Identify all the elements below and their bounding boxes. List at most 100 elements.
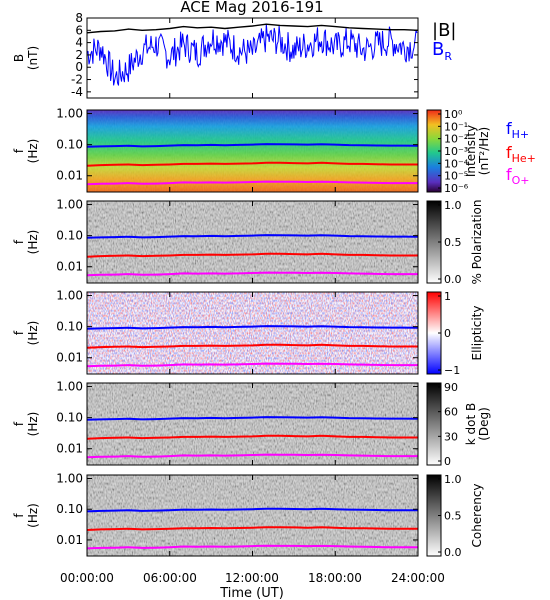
y-tick-label: -4 [71, 85, 83, 99]
colorbar-tick-label: 10⁻² [444, 133, 468, 146]
overlay-fo-line [86, 544, 418, 550]
y-tick-label: 0.01 [56, 442, 83, 456]
overlay-fhe-line [86, 252, 418, 258]
overlay-fh-line [86, 234, 419, 239]
series-absb-line [86, 23, 419, 34]
y-axis-label: f(Hz) [12, 412, 40, 437]
x-axis: 00:00:00 06:00:00 12:00:00 18:00:00 24:0… [60, 571, 445, 600]
x-tick-label: 12:00:00 [225, 571, 279, 585]
y-tick-label: 2 [75, 48, 83, 62]
plot-frame [86, 291, 419, 375]
y-tick-label: 0.01 [56, 533, 83, 547]
colorbar-label: Ellipticity [470, 306, 484, 361]
legend-br: BR [432, 39, 452, 63]
heatmap-texture-blue [87, 292, 418, 374]
plot-frame [86, 382, 419, 466]
colorbar-label: k dot B(Deg) [464, 403, 491, 445]
b-legend: |B| BR [432, 20, 456, 63]
overlay-fo-line [86, 271, 418, 277]
panel-3: f(Hz) 1.00 0.10 0.01 1.0 0.5 0.0 % Polarization [12, 198, 484, 286]
heatmap-shade [87, 475, 418, 556]
y-axis-label: f(Hz) [12, 321, 40, 346]
y-tick-label: 0.01 [56, 351, 83, 365]
legend-absb: |B| [432, 20, 456, 41]
y-axis-label: f(Hz) [12, 139, 40, 164]
overlay-fhe-line [86, 434, 418, 440]
y-axis-label: B(nT) [12, 46, 40, 70]
heatmap-image [87, 475, 418, 556]
series-br-line [86, 23, 418, 86]
panel-6: f(Hz) 1.00 0.10 0.01 1.0 0.5 0.0 Coherency [12, 472, 484, 559]
legend-fHe: fHe+ [506, 143, 536, 165]
y-tick-label: 1.00 [56, 198, 83, 212]
colorbar-tick-label: 10⁰ [444, 108, 463, 121]
legend-fO: fO+ [506, 165, 530, 187]
heatmap-shade [87, 201, 418, 283]
overlay-fhe-line [86, 343, 418, 349]
chart-title: ACE Mag 2016-191 [180, 0, 323, 16]
colorbar-tick-label: 10⁻⁵ [444, 170, 468, 183]
y-tick-label: 0.10 [56, 502, 83, 516]
colorbar-tick-label: 0.0 [444, 273, 462, 286]
colorbar-tick-label: 1 [444, 290, 451, 303]
colorbar-tick-label: 10⁻¹ [444, 120, 468, 133]
colorbar-label: % Polarization [470, 200, 484, 285]
plot-frame [86, 474, 419, 557]
overlay-fh-line [86, 507, 419, 513]
y-axis-label: f(Hz) [12, 230, 40, 255]
colorbar-tick-label: 0.5 [444, 236, 462, 249]
y-axis-label: f(Hz) [12, 503, 40, 528]
colorbar-tick-label: 1.0 [444, 473, 462, 486]
y-tick-label: -2 [71, 73, 83, 87]
overlay-fo-line [86, 362, 418, 368]
y-tick-label: 0.10 [56, 138, 83, 152]
colorbar-tick-label: 1.0 [444, 199, 462, 212]
overlay-fh-line [86, 416, 419, 421]
y-tick-label: 1.00 [56, 472, 83, 486]
y-tick-label: 8 [75, 11, 83, 25]
heatmap-image [87, 201, 418, 283]
y-tick-label: 0.01 [56, 260, 83, 274]
y-tick-label: 0.10 [56, 320, 83, 334]
colorbar-tick-label: 0 [444, 327, 451, 340]
colorbar-tick-label: 10⁻³ [444, 145, 468, 158]
x-tick-label: 06:00:00 [143, 571, 197, 585]
panel-2: f(Hz) 1.00 0.10 0.01 10⁰10⁻¹10⁻²10⁻³10⁻⁴10⁻⁵… [12, 107, 491, 195]
overlay-fh-line [86, 325, 419, 330]
colorbar-tick-label: 90 [444, 381, 458, 394]
colorbar-tick-label: 30 [444, 430, 458, 443]
overlay-legend: fH+ fHe+ fO+ [506, 119, 536, 187]
panel-5: f(Hz) 1.00 0.10 0.01 90 60 30 0 k dot B(Deg) [12, 380, 491, 468]
overlay-fo-line [86, 453, 418, 459]
y-tick-label: 1.00 [56, 380, 83, 394]
colorbar-tick-label: 0 [444, 455, 451, 468]
legend-fH: fH+ [506, 119, 529, 141]
x-tick-label: 24:00:00 [391, 571, 445, 585]
y-tick-label: 0 [75, 60, 83, 74]
plot-frame [86, 109, 419, 193]
colorbar-tick-label: −1 [444, 364, 460, 377]
x-axis-label: Time (UT) [219, 586, 284, 600]
y-tick-label: 0.01 [56, 169, 83, 183]
colorbar-tick-label: 0.0 [444, 546, 462, 559]
colorbar-label: Intensity(nT²/Hz) [464, 125, 491, 177]
y-tick-label: 6 [75, 23, 83, 37]
overlay-fhe-line [86, 526, 418, 531]
overlay-fh-line [86, 143, 419, 148]
colorbar-label: Coherency [470, 483, 484, 547]
y-tick-label: 1.00 [56, 107, 83, 121]
plot-frame [86, 17, 419, 99]
plot-frame [86, 200, 419, 284]
x-tick-label: 00:00:00 [60, 571, 114, 585]
colorbar-tick-label: 10⁻⁴ [444, 157, 469, 170]
overlay-fhe-line [86, 161, 418, 167]
x-tick-label: 18:00:00 [308, 571, 362, 585]
y-tick-label: 0.10 [56, 229, 83, 243]
y-tick-label: 1.00 [56, 289, 83, 303]
heatmap-texture [87, 110, 418, 192]
colorbar [426, 382, 442, 466]
overlay-fo-line [86, 180, 418, 186]
colorbar-tick-label: 0.5 [444, 510, 462, 523]
